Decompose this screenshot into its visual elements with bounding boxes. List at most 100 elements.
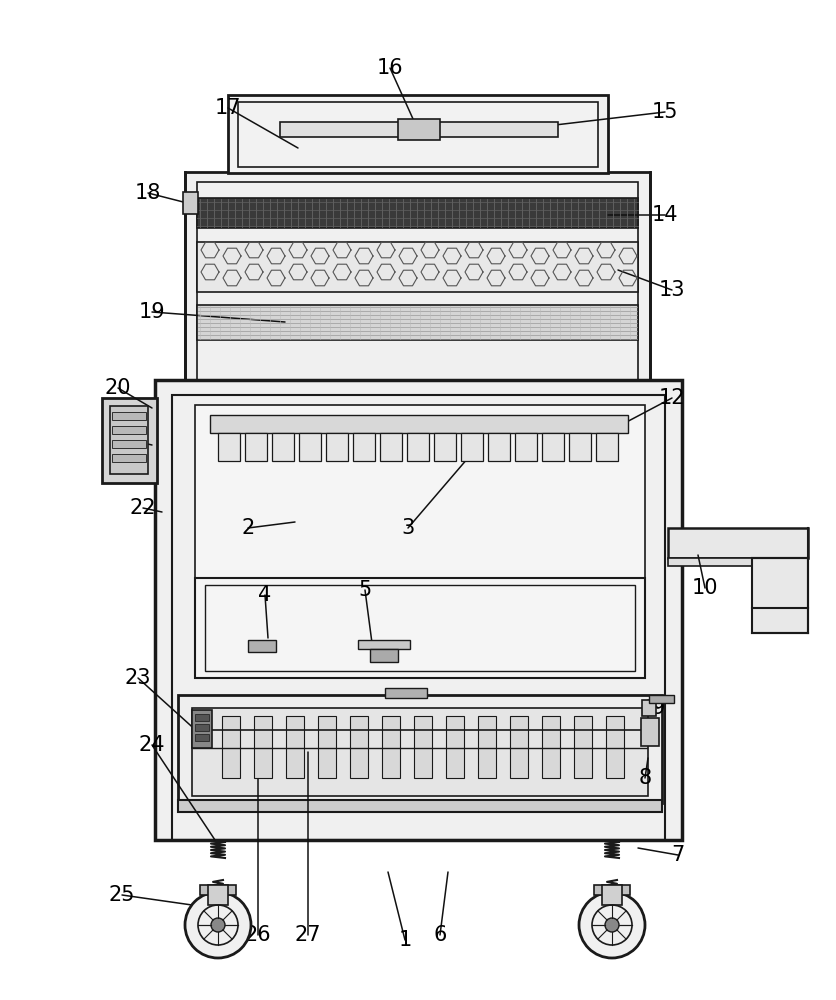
Bar	[195, 405, 645, 578]
Bar	[414, 716, 431, 778]
Bar	[253, 716, 272, 778]
Bar	[595, 433, 617, 461]
Bar	[191, 710, 212, 748]
Bar	[542, 716, 559, 778]
Bar	[112, 440, 145, 448]
Bar	[185, 172, 650, 385]
Text: 4: 4	[258, 585, 272, 605]
Text: 8: 8	[638, 768, 650, 788]
Text: 14: 14	[651, 205, 677, 225]
Text: 27: 27	[294, 925, 321, 945]
Circle shape	[185, 892, 251, 958]
Bar	[196, 305, 637, 340]
Bar	[406, 433, 429, 461]
Text: 20: 20	[104, 378, 131, 398]
Bar	[178, 800, 661, 812]
Bar	[247, 640, 276, 652]
Bar	[178, 695, 661, 803]
Text: 24: 24	[139, 735, 165, 755]
Text: 16: 16	[376, 58, 403, 78]
Bar	[112, 426, 145, 434]
Bar	[102, 398, 157, 483]
Text: 1: 1	[398, 930, 411, 950]
Bar	[514, 433, 537, 461]
Bar	[349, 716, 368, 778]
Bar	[380, 433, 401, 461]
Bar	[325, 433, 348, 461]
Bar	[217, 433, 240, 461]
Bar	[208, 885, 227, 905]
Bar	[446, 716, 463, 778]
Bar	[641, 700, 655, 716]
Text: 19: 19	[139, 302, 166, 322]
Bar	[195, 734, 209, 741]
Circle shape	[579, 892, 645, 958]
Text: 2: 2	[241, 518, 254, 538]
Text: 17: 17	[215, 98, 241, 118]
Bar	[594, 885, 630, 895]
Bar	[370, 649, 398, 662]
Bar	[605, 716, 624, 778]
Bar	[196, 182, 637, 385]
Bar	[640, 718, 658, 746]
Bar	[381, 716, 400, 778]
Text: 26: 26	[244, 925, 271, 945]
Text: 18: 18	[135, 183, 161, 203]
Bar	[110, 406, 148, 474]
Circle shape	[604, 918, 619, 932]
Bar	[667, 558, 807, 566]
Bar	[191, 708, 647, 796]
Bar	[183, 192, 198, 214]
Bar	[601, 885, 621, 905]
Bar	[461, 433, 482, 461]
Bar	[487, 433, 509, 461]
Bar	[318, 716, 335, 778]
Bar	[195, 714, 209, 721]
Bar	[542, 433, 563, 461]
Bar	[477, 716, 496, 778]
Bar	[751, 558, 807, 633]
Text: 10: 10	[691, 578, 717, 598]
Bar	[398, 119, 440, 140]
Text: 22: 22	[130, 498, 156, 518]
Bar	[195, 578, 645, 678]
Bar	[667, 528, 807, 558]
Bar	[200, 885, 236, 895]
Bar	[155, 380, 681, 840]
Bar	[237, 102, 597, 167]
Text: 21: 21	[109, 428, 135, 448]
Bar	[227, 95, 607, 173]
Text: 25: 25	[109, 885, 135, 905]
Bar	[210, 415, 627, 433]
Bar	[568, 433, 590, 461]
Bar	[272, 433, 293, 461]
Bar	[353, 433, 375, 461]
Bar	[286, 716, 303, 778]
Bar	[648, 695, 673, 703]
Bar	[509, 716, 528, 778]
Bar	[222, 716, 240, 778]
Bar	[195, 724, 209, 731]
Bar	[196, 198, 637, 228]
Bar	[358, 640, 410, 649]
Circle shape	[211, 918, 225, 932]
Bar	[196, 242, 637, 292]
Text: 23: 23	[125, 668, 151, 688]
Bar	[280, 122, 558, 137]
Bar	[171, 395, 665, 840]
Text: 6: 6	[433, 925, 446, 945]
Bar	[434, 433, 456, 461]
Bar	[245, 433, 267, 461]
Bar	[205, 585, 635, 671]
Text: 9: 9	[650, 698, 664, 718]
Bar	[298, 433, 321, 461]
Text: 15: 15	[651, 102, 677, 122]
Bar	[112, 454, 145, 462]
Text: 3: 3	[401, 518, 414, 538]
Text: 5: 5	[358, 580, 371, 600]
Bar	[112, 412, 145, 420]
Bar	[573, 716, 591, 778]
Text: 12: 12	[658, 388, 685, 408]
Bar	[385, 688, 426, 698]
Text: 7: 7	[670, 845, 684, 865]
